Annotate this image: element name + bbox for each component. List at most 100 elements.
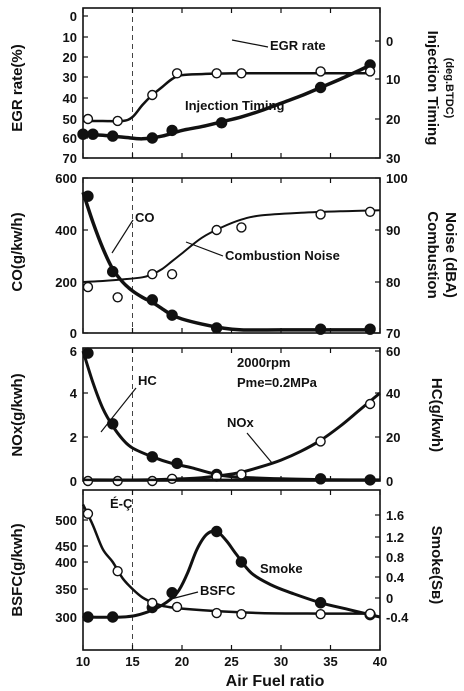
- data-point: [147, 89, 158, 101]
- data-point: [112, 565, 123, 577]
- annotation-label: Combustion Noise: [225, 248, 340, 263]
- data-point: [315, 609, 326, 620]
- data-point: [364, 66, 376, 77]
- annotation-label: EGR rate: [270, 38, 326, 53]
- data-point: [210, 525, 223, 538]
- x-tick-label: 35: [323, 654, 337, 669]
- data-point: [314, 597, 327, 609]
- data-point: [166, 124, 178, 137]
- x-tick-label: 30: [274, 654, 288, 669]
- right-tick-label: 0: [386, 591, 393, 606]
- data-point: [314, 81, 327, 94]
- data-point: [166, 587, 178, 599]
- right-tick-label: 60: [386, 344, 400, 359]
- right-tick-label: 100: [386, 171, 408, 186]
- annotation-label: Injection Timing: [185, 98, 284, 113]
- x-axis: 10 15 20 25 30 35 40: [76, 654, 387, 669]
- chart-panel-3: 02460204060HCNOx2000rpmPme=0.2MPaNOx(g/k…: [9, 344, 445, 489]
- x-tick-label: 25: [224, 654, 238, 669]
- right-tick-label: 0.8: [386, 550, 404, 565]
- y-axis-label-left: EGR rate(%): [9, 44, 26, 132]
- data-point: [236, 469, 247, 480]
- series-line-combustion-noise: [82, 209, 381, 283]
- right-tick-label: 20: [386, 430, 400, 445]
- right-tick-label: 40: [386, 386, 400, 401]
- data-point: [235, 556, 248, 568]
- chart-panel-2: 0 200 400 600 70 80 90 100 CO Combustion Noise CO(…: [9, 171, 459, 341]
- x-tick-label: 40: [373, 654, 387, 669]
- annotation-label: 2000rpm: [237, 355, 290, 370]
- annotation-leader: [170, 591, 199, 600]
- left-tick-label: 20: [63, 50, 77, 65]
- data-point: [82, 508, 94, 519]
- data-point: [171, 68, 183, 79]
- x-tick-label: 20: [175, 654, 189, 669]
- left-tick-label: 60: [63, 131, 77, 146]
- data-point: [106, 611, 119, 623]
- data-point: [236, 222, 247, 233]
- chart-panel-1: 0 10 20 30 40 50 60 70 0 10 20 30 EGR rate Injection …: [9, 7, 455, 166]
- right-tick-label: 10: [386, 72, 400, 87]
- data-point: [112, 115, 123, 127]
- left-tick-label: 30: [63, 70, 77, 85]
- left-tick-label: 40: [63, 91, 77, 106]
- data-point: [82, 113, 94, 125]
- right-tick-label: 80: [386, 275, 400, 290]
- annotation-leader: [185, 241, 224, 257]
- data-point: [82, 611, 94, 623]
- annotation-leader: [246, 432, 273, 464]
- data-point: [82, 347, 94, 359]
- data-point: [364, 398, 376, 410]
- y-axis-label-right: Smoke(Sʙ): [428, 526, 445, 604]
- right-tick-label: 0: [386, 34, 393, 49]
- left-tick-label: 10: [63, 30, 77, 45]
- annotation-label: BSFC: [200, 583, 236, 598]
- y-axis-label-left: CO(g/kw/h): [9, 212, 26, 291]
- y-axis-label-right: Combustion: [424, 211, 441, 299]
- right-tick-label: 1.2: [386, 530, 404, 545]
- data-point: [314, 323, 327, 335]
- series-line-smoke: [82, 529, 381, 619]
- x-tick-label: 10: [76, 654, 90, 669]
- left-tick-label: 0: [70, 326, 77, 341]
- left-tick-label: 350: [55, 582, 77, 597]
- annotation-label: Pme=0.2MPa: [237, 375, 318, 390]
- data-point: [146, 451, 159, 463]
- series-line-egr-rate: [82, 63, 371, 141]
- right-tick-label: 20: [386, 112, 400, 127]
- right-tick-label: 90: [386, 223, 400, 238]
- left-tick-label: 400: [55, 223, 77, 238]
- data-point: [106, 265, 119, 278]
- right-tick-label: 30: [386, 151, 400, 166]
- data-point: [106, 418, 119, 430]
- data-point: [315, 66, 326, 77]
- series-line-injection-timing: [82, 72, 371, 123]
- x-tick-label: 15: [125, 654, 139, 669]
- left-tick-label: 0: [70, 9, 77, 24]
- annotation-leader: [231, 39, 269, 48]
- data-point: [82, 281, 94, 293]
- data-point: [215, 117, 228, 129]
- data-point: [77, 128, 89, 140]
- data-point: [82, 190, 94, 202]
- data-point: [112, 292, 123, 303]
- data-point: [87, 128, 99, 140]
- plot-frame: [82, 489, 381, 651]
- left-tick-label: 500: [55, 513, 77, 528]
- annotation-label: HC: [138, 373, 157, 388]
- left-tick-label: 400: [55, 555, 77, 570]
- data-point: [211, 607, 222, 619]
- data-point: [171, 601, 183, 613]
- data-point: [147, 269, 158, 280]
- left-tick-label: 200: [55, 275, 77, 290]
- data-point: [166, 309, 178, 321]
- data-point: [171, 457, 183, 470]
- right-tick-label: 0: [386, 474, 393, 489]
- data-point: [166, 269, 178, 280]
- data-point: [211, 68, 222, 79]
- x-axis-label: Air Fuel ratio: [226, 673, 325, 690]
- y-axis-label-right: HC(g/kwh): [428, 378, 445, 452]
- data-point: [146, 294, 159, 306]
- left-tick-label: 600: [55, 171, 77, 186]
